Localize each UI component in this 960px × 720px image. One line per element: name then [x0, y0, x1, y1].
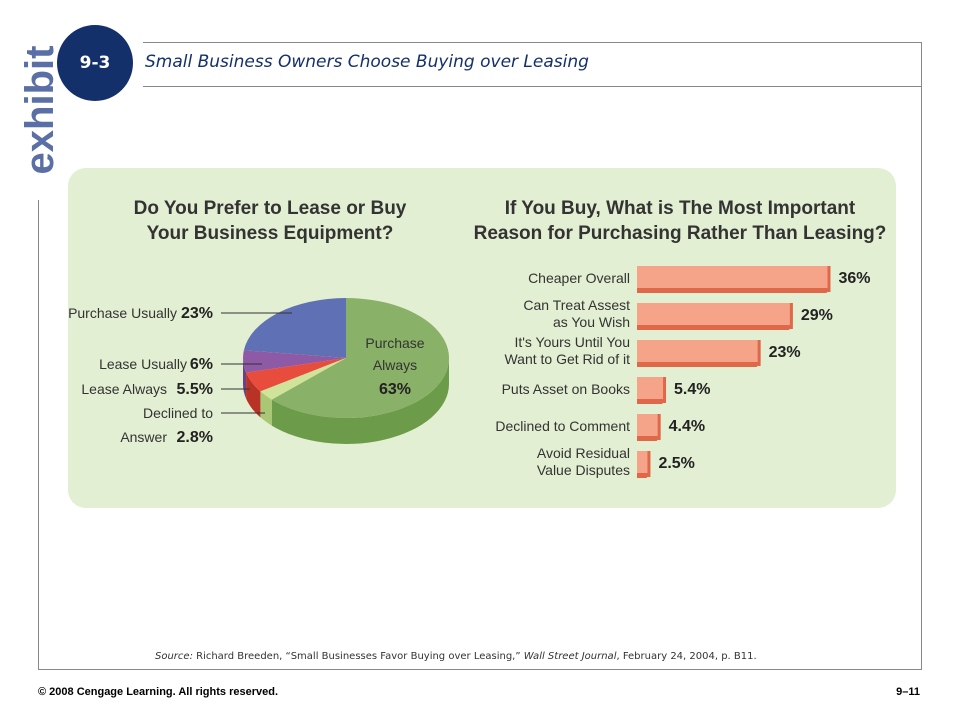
pie-slice-side [271, 358, 449, 444]
pie-slice-lease-always [246, 358, 346, 392]
pie-slice-declined-to-answer [260, 358, 346, 400]
pie-slice-label: Always [373, 357, 417, 373]
frame-right-line [921, 42, 922, 670]
bar-shadow [637, 473, 651, 478]
pie-slice-value: 63% [379, 381, 411, 398]
title-rule [143, 86, 922, 87]
pie-slice-value: 5.5% [177, 381, 213, 398]
bar-edge [757, 340, 761, 366]
bar-value-label: 5.4% [674, 381, 710, 398]
bar-edge [827, 266, 831, 292]
source-suffix: , February 24, 2004, p. B11. [616, 651, 757, 662]
page-number: 9–11 [896, 686, 920, 698]
bar-title-line: If You Buy, What is The Most Important [505, 198, 856, 219]
pie-slice-value: 2.8% [177, 429, 213, 446]
bar-title-line: Reason for Purchasing Rather Than Leasin… [474, 223, 887, 244]
pie-slice-side [260, 391, 272, 426]
bar [637, 377, 667, 399]
bar-edge [657, 414, 661, 440]
pie-sides [243, 358, 449, 444]
bar-edge [647, 451, 651, 477]
bar [637, 414, 661, 436]
bar-category-label: as You Wish [553, 314, 630, 330]
pie-slice-label: Answer [120, 429, 167, 445]
bar-category-label: Can Treat Assest [523, 297, 630, 313]
pie-slice-purchase-always [271, 298, 449, 418]
bar-shadow [637, 325, 793, 330]
bar-shadow [637, 362, 761, 367]
bar-category-label: Puts Asset on Books [502, 381, 630, 397]
bar-value-label: 29% [801, 307, 833, 324]
bar [637, 340, 761, 362]
bar-shadow [637, 288, 831, 293]
pie-title-line: Do You Prefer to Lease or Buy [134, 198, 407, 219]
pie-slice-label: Declined to [143, 405, 213, 421]
bar [637, 451, 651, 473]
bar-category-label: Cheaper Overall [528, 270, 630, 286]
pie-slice-purchase-usually [243, 298, 346, 358]
bar-category-label: Value Disputes [537, 462, 630, 478]
pie-slice-value: 6% [190, 356, 213, 373]
pie-slice-label: Purchase [365, 335, 424, 351]
bar-edge [663, 377, 667, 403]
bar-category-label: Declined to Comment [495, 418, 630, 434]
pie-slice-lease-usually [243, 350, 346, 373]
bar-shadow [637, 436, 661, 441]
exhibit-number-badge: 9-3 [57, 25, 133, 101]
bar-category-label: Avoid Residual [537, 445, 630, 461]
pie-slice-label: Purchase Usually [68, 305, 177, 321]
pie-slice-value: 23% [181, 305, 213, 322]
pie-slice-label: Lease Usually [99, 356, 187, 372]
pie-slice-side [246, 372, 261, 418]
bar-value-label: 4.4% [669, 418, 705, 435]
bar [637, 266, 831, 288]
bar-value-label: 36% [839, 270, 871, 287]
frame-top-line [143, 42, 922, 43]
bar [637, 303, 793, 325]
source-text: Richard Breeden, “Small Businesses Favor… [192, 651, 524, 662]
chart-panel [68, 168, 896, 508]
pie-slice-side [243, 358, 247, 399]
source-citation: Source: Richard Breeden, “Small Business… [155, 651, 855, 667]
bar-value-label: 23% [769, 344, 801, 361]
frame-bottom-line [38, 669, 922, 670]
bar-category-label: Want to Get Rid of it [504, 351, 630, 367]
pie-title-line: Your Business Equipment? [147, 223, 394, 244]
page-title: Small Business Owners Choose Buying over… [145, 52, 589, 72]
pie-slice-label: Lease Always [81, 381, 167, 397]
bar-category-label: It's Yours Until You [514, 334, 630, 350]
source-journal: Wall Street Journal [523, 651, 617, 662]
frame-left-line [38, 200, 39, 670]
bar-edge [789, 303, 793, 329]
bar-value-label: 2.5% [658, 455, 694, 472]
source-prefix: Source: [155, 651, 193, 662]
copyright-notice: © 2008 Cengage Learning. All rights rese… [38, 686, 279, 698]
bar-shadow [637, 399, 667, 404]
